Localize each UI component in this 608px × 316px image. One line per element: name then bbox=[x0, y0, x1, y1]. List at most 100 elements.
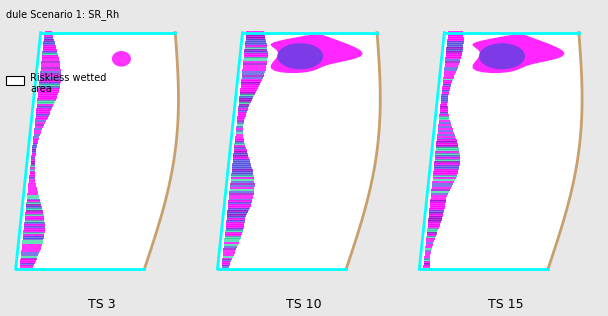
Polygon shape bbox=[38, 92, 58, 95]
Polygon shape bbox=[237, 118, 244, 120]
Polygon shape bbox=[235, 137, 244, 140]
Text: dule Scenario 1: SR_Rh: dule Scenario 1: SR_Rh bbox=[6, 9, 119, 21]
Polygon shape bbox=[447, 43, 463, 46]
Polygon shape bbox=[238, 104, 249, 107]
Polygon shape bbox=[440, 112, 448, 115]
Polygon shape bbox=[224, 240, 240, 242]
Polygon shape bbox=[230, 187, 255, 189]
Polygon shape bbox=[430, 198, 446, 201]
Polygon shape bbox=[226, 224, 244, 227]
Polygon shape bbox=[439, 116, 449, 118]
Polygon shape bbox=[447, 45, 463, 48]
Polygon shape bbox=[22, 246, 41, 248]
Polygon shape bbox=[32, 151, 36, 154]
Polygon shape bbox=[423, 265, 430, 268]
Polygon shape bbox=[446, 57, 461, 59]
Polygon shape bbox=[442, 88, 449, 91]
Polygon shape bbox=[228, 204, 250, 207]
Polygon shape bbox=[427, 228, 438, 231]
Polygon shape bbox=[420, 33, 582, 269]
Polygon shape bbox=[444, 75, 454, 77]
Polygon shape bbox=[472, 34, 565, 73]
Polygon shape bbox=[238, 110, 247, 112]
Polygon shape bbox=[112, 51, 131, 67]
Polygon shape bbox=[230, 181, 254, 183]
Polygon shape bbox=[437, 136, 455, 138]
Polygon shape bbox=[226, 228, 243, 231]
Polygon shape bbox=[227, 212, 247, 215]
Polygon shape bbox=[221, 265, 229, 268]
Polygon shape bbox=[443, 84, 451, 87]
Polygon shape bbox=[224, 246, 237, 248]
Polygon shape bbox=[43, 49, 57, 52]
Polygon shape bbox=[239, 102, 250, 105]
Polygon shape bbox=[21, 253, 38, 256]
Polygon shape bbox=[231, 177, 254, 179]
Polygon shape bbox=[233, 159, 250, 162]
Polygon shape bbox=[43, 51, 57, 54]
Polygon shape bbox=[244, 55, 268, 58]
Polygon shape bbox=[428, 220, 441, 223]
Polygon shape bbox=[28, 189, 37, 191]
Polygon shape bbox=[40, 81, 61, 83]
Polygon shape bbox=[237, 126, 243, 128]
Polygon shape bbox=[41, 61, 60, 64]
Polygon shape bbox=[443, 86, 450, 89]
Polygon shape bbox=[36, 110, 50, 112]
Polygon shape bbox=[224, 238, 240, 240]
Polygon shape bbox=[20, 261, 35, 264]
Polygon shape bbox=[39, 82, 60, 85]
Polygon shape bbox=[21, 256, 38, 258]
Polygon shape bbox=[230, 185, 255, 187]
Polygon shape bbox=[438, 130, 453, 132]
Polygon shape bbox=[38, 88, 59, 91]
Polygon shape bbox=[227, 216, 245, 219]
Polygon shape bbox=[234, 145, 246, 148]
Polygon shape bbox=[242, 75, 264, 77]
Polygon shape bbox=[29, 181, 35, 183]
Polygon shape bbox=[235, 139, 244, 142]
Polygon shape bbox=[36, 114, 49, 117]
Polygon shape bbox=[34, 128, 42, 130]
Polygon shape bbox=[30, 171, 35, 173]
Polygon shape bbox=[229, 197, 253, 199]
Polygon shape bbox=[438, 132, 454, 134]
Polygon shape bbox=[243, 63, 267, 65]
Polygon shape bbox=[33, 143, 37, 146]
Polygon shape bbox=[237, 116, 245, 118]
Polygon shape bbox=[231, 175, 254, 178]
Polygon shape bbox=[44, 31, 52, 34]
Polygon shape bbox=[426, 238, 435, 240]
Polygon shape bbox=[42, 57, 59, 59]
Polygon shape bbox=[225, 232, 242, 234]
Polygon shape bbox=[237, 122, 244, 125]
Polygon shape bbox=[235, 136, 243, 138]
Polygon shape bbox=[226, 222, 244, 225]
Polygon shape bbox=[437, 134, 455, 136]
Polygon shape bbox=[25, 218, 44, 221]
Polygon shape bbox=[238, 108, 247, 111]
Polygon shape bbox=[234, 149, 247, 152]
Polygon shape bbox=[445, 59, 460, 62]
Polygon shape bbox=[426, 240, 434, 242]
Polygon shape bbox=[33, 137, 38, 140]
Polygon shape bbox=[425, 252, 431, 254]
Polygon shape bbox=[424, 259, 430, 262]
Polygon shape bbox=[232, 165, 252, 168]
Polygon shape bbox=[24, 226, 45, 229]
Polygon shape bbox=[245, 45, 267, 48]
Polygon shape bbox=[226, 226, 244, 229]
Polygon shape bbox=[446, 55, 461, 58]
Polygon shape bbox=[235, 142, 244, 144]
Polygon shape bbox=[245, 41, 266, 44]
Polygon shape bbox=[27, 197, 40, 199]
Polygon shape bbox=[227, 218, 245, 221]
Polygon shape bbox=[442, 90, 449, 93]
Polygon shape bbox=[429, 208, 444, 211]
Polygon shape bbox=[441, 92, 449, 95]
Polygon shape bbox=[431, 195, 447, 197]
Polygon shape bbox=[447, 35, 463, 38]
Polygon shape bbox=[244, 47, 267, 50]
Polygon shape bbox=[26, 212, 43, 215]
Polygon shape bbox=[21, 250, 40, 252]
